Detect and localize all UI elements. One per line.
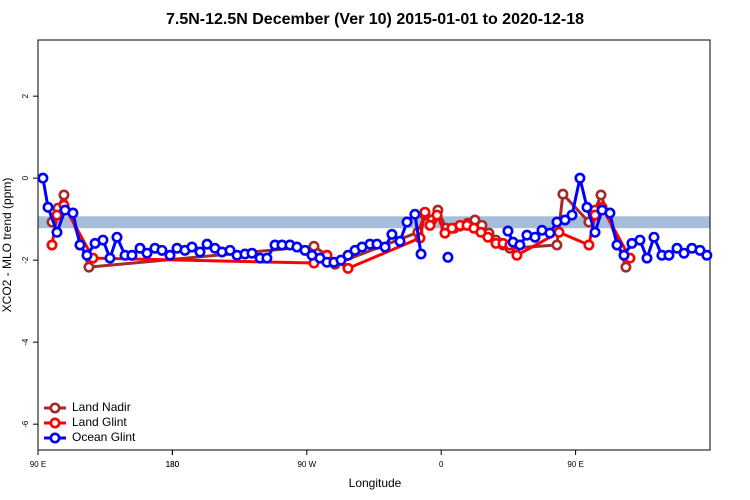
data-point (134, 242, 146, 254)
data-point (409, 208, 421, 220)
data-point (604, 207, 616, 219)
legend-label: Land Nadir (72, 400, 131, 414)
reference-band (38, 216, 710, 229)
x-tick-label: 90 E (30, 460, 46, 469)
legend-label: Ocean Glint (72, 430, 136, 444)
data-point (104, 252, 116, 264)
legend-marker (49, 417, 61, 429)
data-point (74, 239, 86, 251)
data-point (475, 226, 487, 238)
x-tick-label: 0 (439, 460, 444, 469)
legend-label: Land Glint (72, 415, 127, 429)
data-point (246, 247, 258, 259)
y-tick-label: -2 (21, 256, 30, 264)
data-point (126, 249, 138, 261)
data-point (514, 239, 526, 251)
data-point (201, 238, 213, 250)
data-point (97, 234, 109, 246)
data-point (618, 249, 630, 261)
data-point (386, 228, 398, 240)
data-point (620, 261, 632, 273)
data-point (648, 231, 660, 243)
data-point (589, 226, 601, 238)
data-point (141, 247, 153, 259)
data-point (308, 240, 320, 252)
x-axis-label: Longitude (349, 476, 402, 490)
data-point (553, 226, 565, 238)
data-point (511, 249, 523, 261)
data-point (111, 231, 123, 243)
data-point (51, 209, 63, 221)
data-point (574, 172, 586, 184)
data-point (502, 225, 514, 237)
data-point (634, 234, 646, 246)
legend-marker (49, 432, 61, 444)
plot-frame (37, 39, 711, 451)
chart-title: 7.5N-12.5N December (Ver 10) 2015-01-01 … (166, 11, 584, 28)
data-point (42, 201, 54, 213)
data-point (529, 231, 541, 243)
data-point (58, 189, 70, 201)
data-point (415, 248, 427, 260)
data-point (482, 231, 494, 243)
x-tick-label: 90 E (567, 460, 583, 469)
y-tick-label: 2 (21, 93, 30, 98)
data-point (81, 249, 93, 261)
data-point (164, 249, 176, 261)
data-point (701, 249, 713, 261)
data-point (186, 241, 198, 253)
data-point (224, 244, 236, 256)
data-point (611, 239, 623, 251)
data-point (379, 241, 391, 253)
y-tick-label: -4 (21, 338, 30, 346)
data-point (581, 201, 593, 213)
y-tick-label: 0 (21, 175, 30, 180)
data-point (335, 254, 347, 266)
data-point (544, 227, 556, 239)
data-point (557, 188, 569, 200)
x-tick-label: 180 (166, 460, 180, 469)
data-point (194, 246, 206, 258)
data-point (431, 209, 443, 221)
data-point (551, 239, 563, 251)
data-point (583, 239, 595, 251)
x-tick-label: 180 (166, 460, 180, 469)
y-axis-label: XCO2 - MLO trend (ppm) (0, 178, 14, 313)
data-point (37, 172, 49, 184)
data-point (342, 249, 354, 261)
data-point (419, 206, 431, 218)
data-point (424, 219, 436, 231)
data-point (83, 261, 95, 273)
data-point (299, 244, 311, 256)
data-point (67, 207, 79, 219)
data-point (394, 235, 406, 247)
y-tick-label: -6 (21, 420, 30, 428)
data-point (595, 189, 607, 201)
data-point (46, 239, 58, 251)
x-tick-label: 90 W (297, 460, 316, 469)
data-point (156, 244, 168, 256)
data-point (442, 251, 454, 263)
data-point (641, 252, 653, 264)
data-point (694, 244, 706, 256)
data-point (566, 209, 578, 221)
data-point (342, 262, 354, 274)
data-point (678, 247, 690, 259)
data-point (663, 249, 675, 261)
data-point (401, 216, 413, 228)
data-point (559, 214, 571, 226)
legend-marker (49, 402, 61, 414)
data-point (261, 252, 273, 264)
data-point (439, 227, 451, 239)
data-point (51, 226, 63, 238)
data-point (671, 242, 683, 254)
